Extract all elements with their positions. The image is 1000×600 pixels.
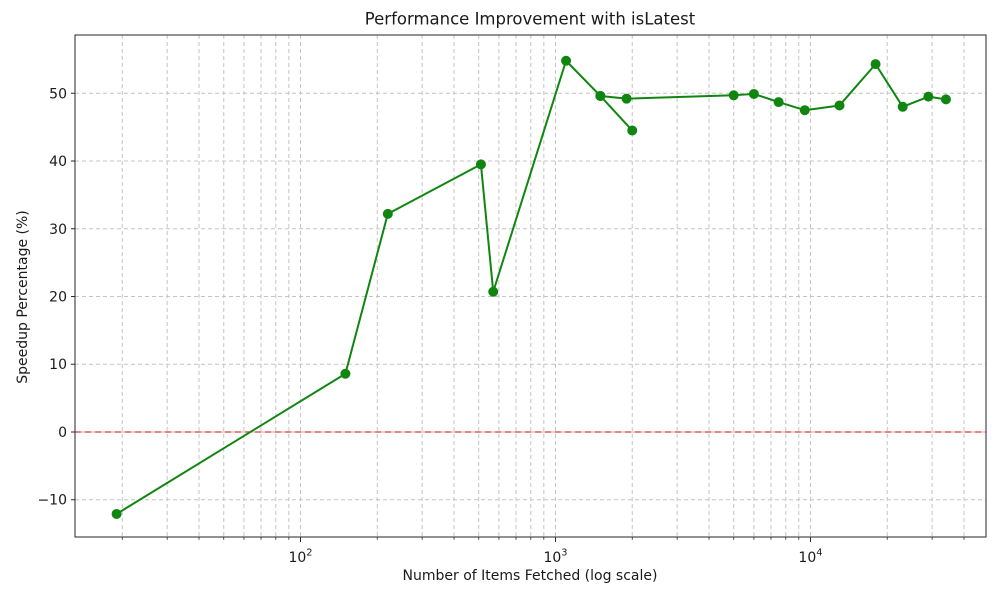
data-point-marker <box>561 55 572 66</box>
series-layer <box>111 55 951 519</box>
y-tick-label: −10 <box>37 493 67 509</box>
x-tick-label: 102 <box>288 548 312 567</box>
data-point-marker <box>621 93 632 104</box>
data-point-marker <box>340 368 351 379</box>
y-tick-label: 30 <box>49 222 67 238</box>
data-point-marker <box>111 508 122 519</box>
y-tick-label: 10 <box>49 357 67 373</box>
data-point-marker <box>627 125 638 136</box>
data-point-marker <box>773 97 784 108</box>
data-point-marker <box>728 90 739 101</box>
series-line-speedup <box>115 59 947 515</box>
data-point-marker <box>897 101 908 112</box>
x-tick-label: 104 <box>798 548 822 567</box>
data-point-marker <box>870 59 881 70</box>
y-tick-label: 50 <box>49 86 67 102</box>
y-tick-label: 40 <box>49 154 67 170</box>
data-point-marker <box>923 91 934 102</box>
series-line-speedup-dip-branch <box>599 94 634 132</box>
tick-layer: −10 0 10 20 30 40 50 102 103 104 <box>37 86 965 567</box>
y-tick-label: 20 <box>49 290 67 306</box>
y-tick-label: 0 <box>58 425 67 441</box>
data-point-marker <box>475 159 486 170</box>
grid-layer <box>75 35 986 537</box>
x-axis-label: Number of Items Fetched (log scale) <box>403 568 658 584</box>
data-point-marker <box>382 208 393 219</box>
data-point-marker <box>748 88 759 99</box>
chart-title: Performance Improvement with isLatest <box>365 10 696 29</box>
data-point-marker <box>834 100 845 111</box>
y-axis-label: Speedup Percentage (%) <box>15 210 31 384</box>
data-point-marker <box>595 90 606 101</box>
data-point-marker <box>799 105 810 116</box>
x-tick-label: 103 <box>543 548 567 567</box>
data-point-marker <box>940 94 951 105</box>
plot-border <box>74 34 987 538</box>
data-point-marker <box>488 286 499 297</box>
